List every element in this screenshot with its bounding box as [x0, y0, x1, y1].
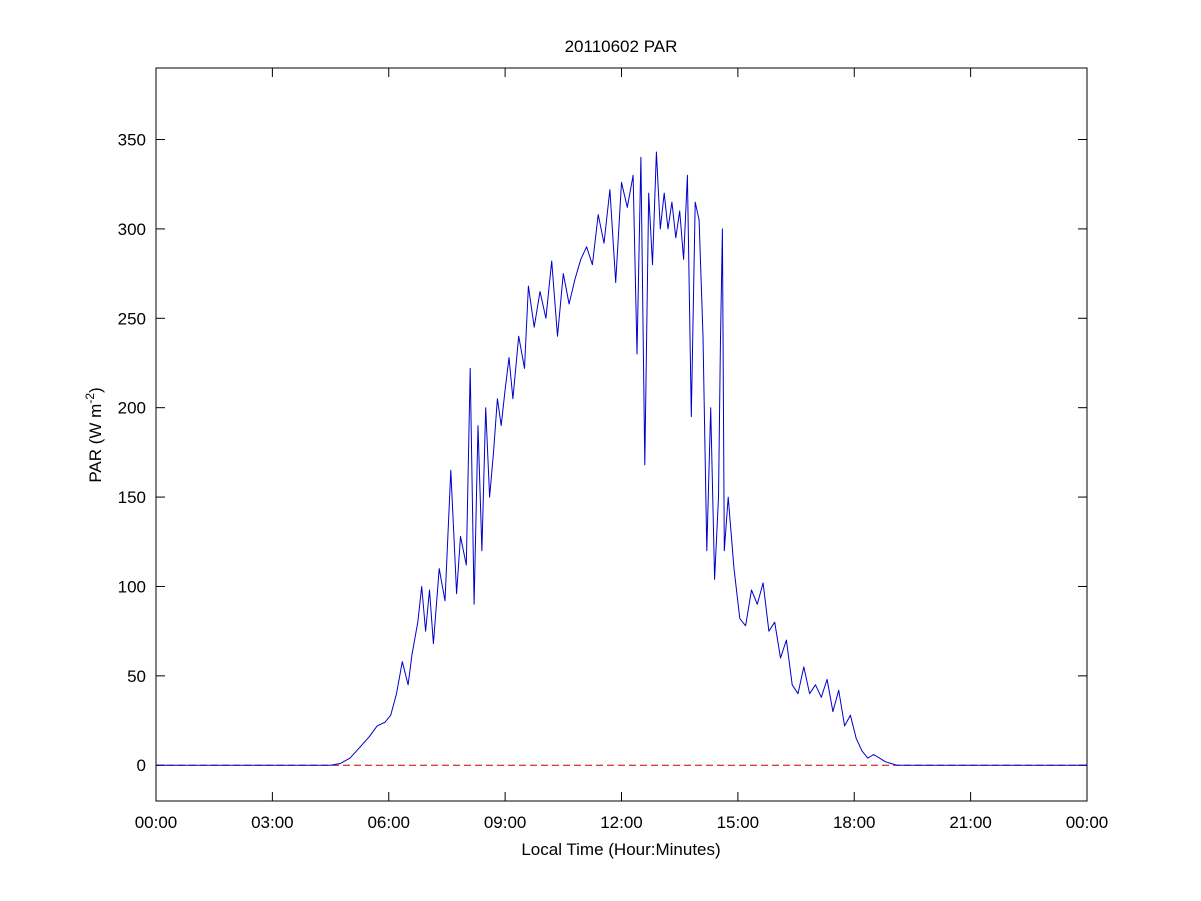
x-tick-label: 00:00 [1066, 813, 1109, 832]
x-tick-label: 18:00 [833, 813, 876, 832]
x-tick-label: 21:00 [949, 813, 992, 832]
y-axis-label: PAR (W m-2) [83, 387, 105, 482]
y-tick-label: 100 [118, 577, 146, 596]
x-tick-label: 12:00 [600, 813, 643, 832]
y-axis-label-superscript: -2 [83, 393, 97, 404]
chart-title: 20110602 PAR [565, 37, 678, 56]
x-tick-label: 09:00 [484, 813, 527, 832]
y-tick-label: 0 [137, 756, 146, 775]
x-tick-label: 00:00 [135, 813, 178, 832]
y-axis-label-close: ) [86, 387, 105, 393]
par-series-line [156, 151, 1087, 766]
y-tick-label: 150 [118, 488, 146, 507]
x-tick-label: 15:00 [717, 813, 760, 832]
plot-frame [155, 67, 1088, 802]
x-axis-label: Local Time (Hour:Minutes) [521, 840, 720, 859]
x-tick-label: 06:00 [367, 813, 410, 832]
y-tick-label: 300 [118, 220, 146, 239]
x-tick-label: 03:00 [251, 813, 294, 832]
series-layer [156, 151, 1087, 766]
y-tick-label: 350 [118, 131, 146, 150]
y-tick-label: 200 [118, 399, 146, 418]
y-tick-label: 50 [127, 667, 146, 686]
ticks-layer: 00:00 03:00 06:00 09:00 12:00 15:00 18:00 21:00… [118, 68, 1109, 832]
y-tick-label: 250 [118, 309, 146, 328]
y-axis-label-main: PAR (W m [86, 404, 105, 483]
